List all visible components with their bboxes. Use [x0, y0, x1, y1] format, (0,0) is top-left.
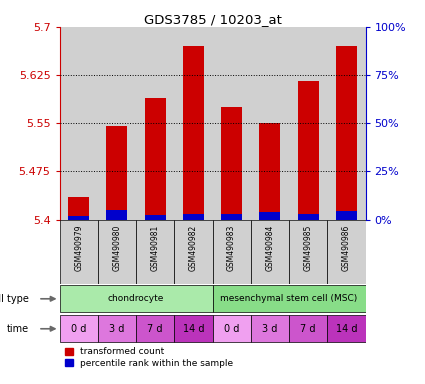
Text: 7 d: 7 d [300, 324, 316, 334]
FancyBboxPatch shape [289, 315, 327, 342]
Bar [98, 27, 136, 220]
Bar [221, 107, 242, 220]
Text: 14 d: 14 d [183, 324, 204, 334]
Text: GSM490979: GSM490979 [74, 225, 83, 271]
Text: time: time [7, 324, 29, 334]
Bar [183, 214, 204, 220]
Text: 3 d: 3 d [262, 324, 278, 334]
Bar [289, 27, 327, 220]
Bar [60, 27, 98, 220]
Bar [144, 98, 166, 220]
Text: GSM490981: GSM490981 [150, 225, 160, 271]
Bar [144, 215, 166, 220]
FancyBboxPatch shape [251, 315, 289, 342]
FancyBboxPatch shape [174, 220, 212, 284]
FancyBboxPatch shape [212, 285, 366, 312]
Bar [259, 212, 280, 220]
FancyBboxPatch shape [60, 315, 98, 342]
Text: 0 d: 0 d [224, 324, 239, 334]
Bar [136, 27, 174, 220]
Bar [327, 27, 366, 220]
Bar [221, 214, 242, 220]
Bar [251, 27, 289, 220]
Bar [183, 46, 204, 220]
Text: GSM490983: GSM490983 [227, 225, 236, 271]
Text: GSM490984: GSM490984 [265, 225, 275, 271]
Bar [68, 197, 89, 220]
Text: cell type: cell type [0, 294, 29, 304]
FancyBboxPatch shape [327, 220, 366, 284]
FancyBboxPatch shape [98, 315, 136, 342]
FancyBboxPatch shape [60, 285, 212, 312]
Bar [336, 46, 357, 220]
Text: GSM490982: GSM490982 [189, 225, 198, 271]
FancyBboxPatch shape [98, 220, 136, 284]
Text: 14 d: 14 d [336, 324, 357, 334]
Bar [298, 81, 319, 220]
FancyBboxPatch shape [251, 220, 289, 284]
FancyBboxPatch shape [327, 315, 366, 342]
Bar [106, 210, 128, 220]
Text: GSM490985: GSM490985 [303, 225, 313, 271]
Text: 7 d: 7 d [147, 324, 163, 334]
FancyBboxPatch shape [136, 220, 174, 284]
FancyBboxPatch shape [212, 220, 251, 284]
Legend: transformed count, percentile rank within the sample: transformed count, percentile rank withi… [64, 346, 234, 369]
Text: 0 d: 0 d [71, 324, 86, 334]
FancyBboxPatch shape [212, 315, 251, 342]
Bar [106, 126, 128, 220]
Bar [259, 123, 280, 220]
FancyBboxPatch shape [60, 220, 98, 284]
FancyBboxPatch shape [174, 315, 212, 342]
Bar [298, 214, 319, 220]
Text: GSM490986: GSM490986 [342, 225, 351, 271]
FancyBboxPatch shape [289, 220, 327, 284]
Bar [68, 216, 89, 220]
Text: 3 d: 3 d [109, 324, 125, 334]
Text: mesenchymal stem cell (MSC): mesenchymal stem cell (MSC) [221, 294, 357, 303]
Bar [336, 211, 357, 220]
Title: GDS3785 / 10203_at: GDS3785 / 10203_at [144, 13, 281, 26]
Bar [212, 27, 251, 220]
Text: GSM490980: GSM490980 [112, 225, 122, 271]
Text: chondrocyte: chondrocyte [108, 294, 164, 303]
FancyBboxPatch shape [136, 315, 174, 342]
Bar [174, 27, 212, 220]
